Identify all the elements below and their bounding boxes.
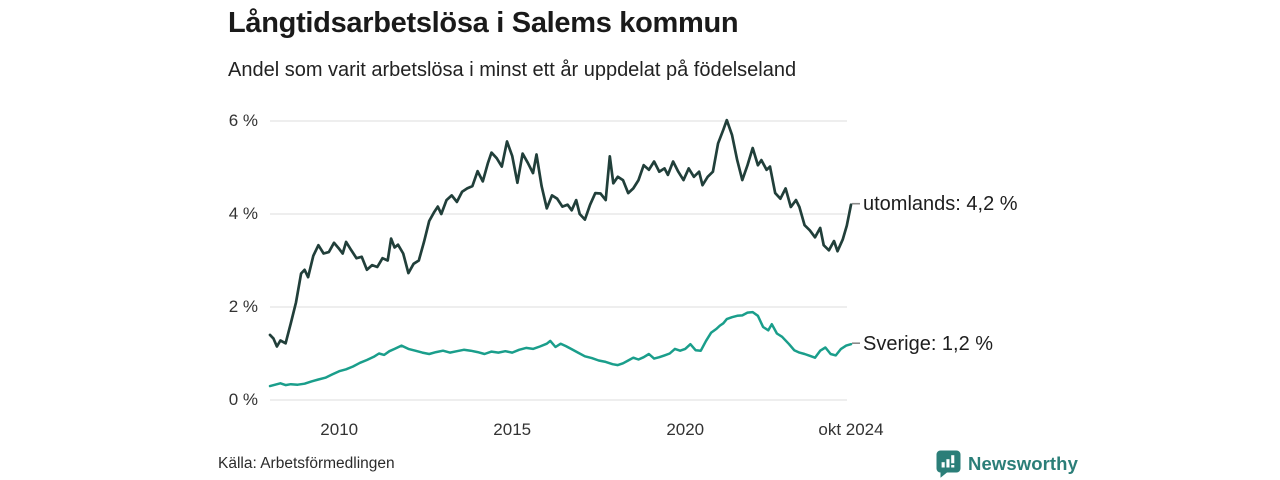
- x-tick-label: okt 2024: [818, 420, 884, 439]
- series-label-utomlands: utomlands: 4,2 %: [863, 193, 1018, 215]
- utomlands-line: [268, 118, 853, 348]
- brand-wordmark: Newsworthy: [968, 453, 1078, 474]
- sverige-line: [268, 310, 853, 388]
- source-note: Källa: Arbetsförmedlingen: [218, 455, 395, 472]
- y-tick-label: 2 %: [228, 297, 258, 316]
- y-tick-label: 4 %: [228, 204, 258, 223]
- series-label-sverige: Sverige: 1,2 %: [863, 333, 994, 355]
- chart-title: Långtidsarbetslösa i Salems kommun: [228, 7, 739, 39]
- y-tick-label: 0 %: [228, 390, 258, 409]
- x-tick-label: 2015: [493, 420, 532, 439]
- y-tick-label: 6 %: [228, 111, 258, 130]
- chart-subtitle: Andel som varit arbetslösa i minst ett å…: [228, 59, 797, 81]
- newsworthy-barchart-bubble-icon: [936, 450, 961, 478]
- brand-logo: Newsworthy: [936, 450, 1078, 478]
- x-tick-label: 2010: [320, 420, 359, 439]
- x-tick-label: 2020: [666, 420, 705, 439]
